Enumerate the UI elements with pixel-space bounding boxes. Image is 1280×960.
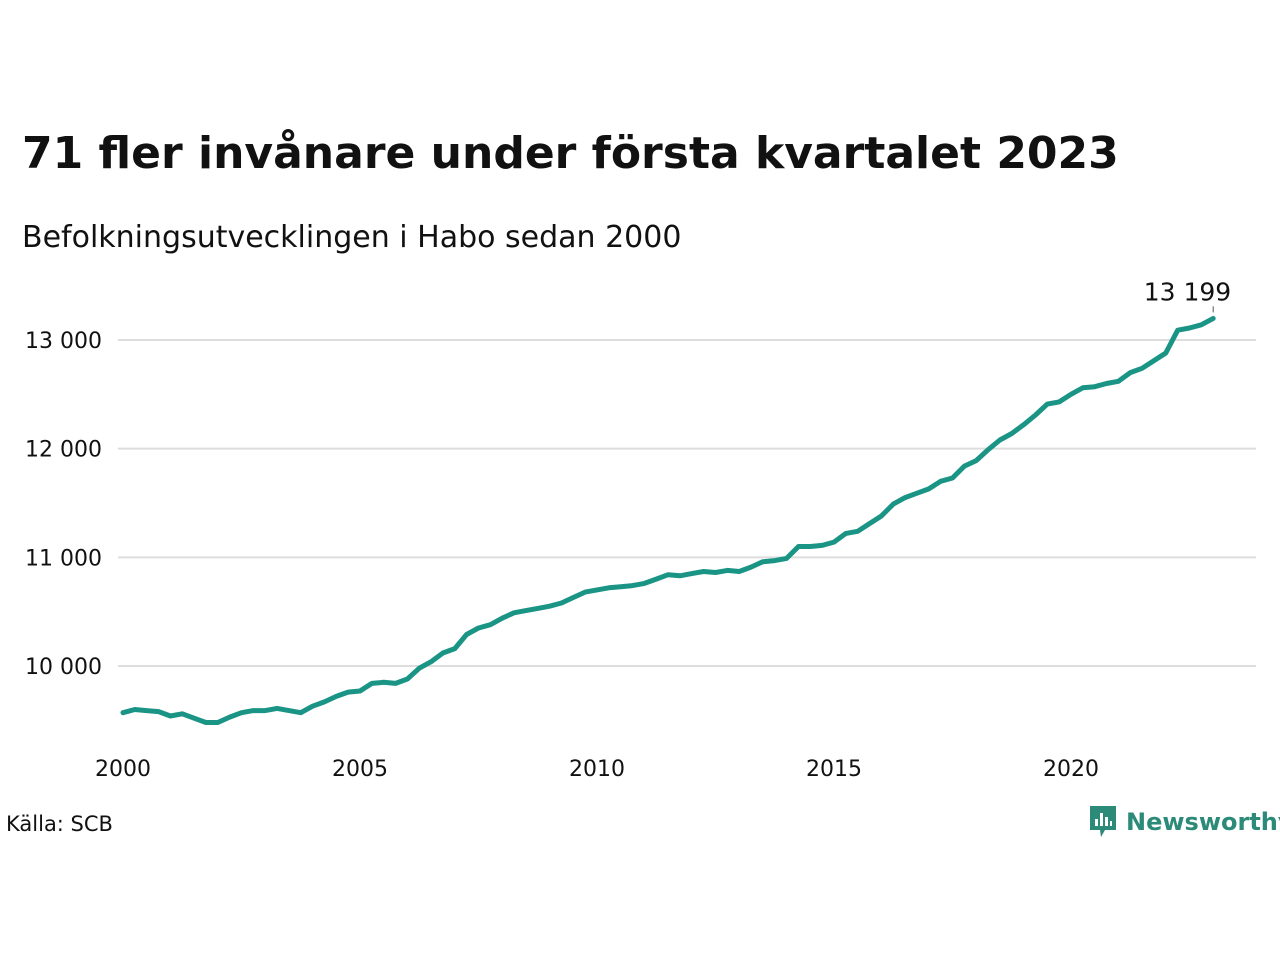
y-tick-label: 11 000 — [25, 546, 102, 571]
x-tick-label: 2020 — [1043, 757, 1099, 782]
y-tick-label: 12 000 — [25, 438, 102, 463]
y-gridlines — [118, 339, 1256, 667]
chart-title: 71 fler invånare under första kvartalet … — [22, 128, 1119, 179]
population-series-line — [120, 315, 1216, 725]
end-value-label: 13 199 — [1144, 277, 1231, 306]
newsworthy-logo-icon — [1090, 806, 1116, 837]
x-tick-label: 2010 — [569, 757, 625, 782]
x-tick-label: 2005 — [332, 757, 388, 782]
x-tick-label: 2000 — [95, 757, 151, 782]
newsworthy-logo-text: Newsworthy — [1126, 808, 1280, 836]
chart-subtitle: Befolkningsutvecklingen i Habo sedan 200… — [22, 220, 682, 255]
y-tick-label: 10 000 — [25, 655, 102, 680]
source-note: Källa: SCB — [6, 812, 113, 836]
y-axis-tick-labels: 10 000 11 000 12 000 13 000 — [25, 329, 102, 680]
x-axis-tick-labels: 2000 2005 2010 2015 2020 — [95, 757, 1099, 782]
x-tick-label: 2015 — [806, 757, 862, 782]
newsworthy-logo: Newsworthy — [1088, 804, 1280, 840]
y-tick-label: 13 000 — [25, 329, 102, 354]
